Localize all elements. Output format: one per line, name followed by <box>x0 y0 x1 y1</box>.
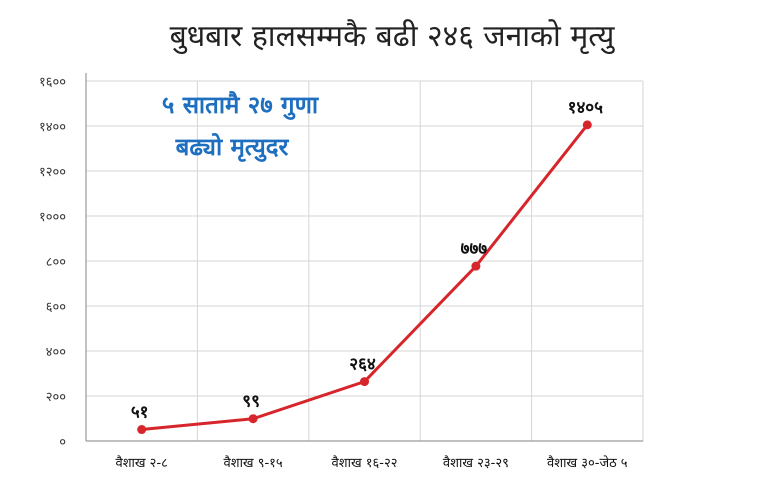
x-tick-label: वैशाख १६-२२ <box>332 455 398 471</box>
y-tick-label: १४०० <box>39 120 66 135</box>
y-tick-label: ८०० <box>46 255 66 270</box>
x-tick-label: वैशाख २३-२९ <box>443 455 509 471</box>
data-label: ९९ <box>242 392 260 412</box>
x-tick-label: वैशाख २-८ <box>115 455 168 471</box>
x-axis: वैशाख २-८ वैशाख ९-१५ वैशाख १६-२२ वैशाख २३-२… <box>86 440 643 471</box>
y-tick-label: १००० <box>39 210 66 225</box>
data-label: २६४ <box>349 355 376 375</box>
x-tick-label: वैशाख ३०-जेठ ५ <box>547 455 628 471</box>
grid <box>86 80 644 441</box>
data-labels: ५१ ९९ २६४ ७७७ १४०५ <box>131 98 603 423</box>
data-label: १४०५ <box>568 98 604 118</box>
data-label: ७७७ <box>461 239 488 259</box>
x-tick-label: वैशाख ९-१५ <box>224 455 283 471</box>
y-tick-label: २०० <box>46 390 66 405</box>
annotation-line-2: बढ्यो मृत्युदर <box>175 133 290 162</box>
y-tick-label: १२०० <box>39 165 66 180</box>
y-tick-label: १६०० <box>39 75 66 90</box>
series <box>137 120 592 435</box>
y-tick-label: ४०० <box>46 345 66 360</box>
y-tick-label: ६०० <box>46 300 66 315</box>
data-point <box>137 425 147 435</box>
data-point <box>248 414 258 424</box>
data-point <box>360 377 369 387</box>
annotation: ५ सातामै २७ गुणा बढ्यो मृत्युदर <box>162 91 319 162</box>
annotation-line-1: ५ सातामै २७ गुणा <box>162 91 319 120</box>
data-point <box>471 261 481 271</box>
data-point <box>582 120 592 130</box>
y-axis: ० २०० ४०० ६०० ८०० १००० १२०० १४०० १६०० <box>39 73 87 450</box>
chart-title: बुधबार हालसम्मकै बढी २४६ जनाको मृत्यु <box>170 19 616 55</box>
data-label: ५१ <box>131 403 149 423</box>
y-tick-label: ० <box>59 435 66 450</box>
